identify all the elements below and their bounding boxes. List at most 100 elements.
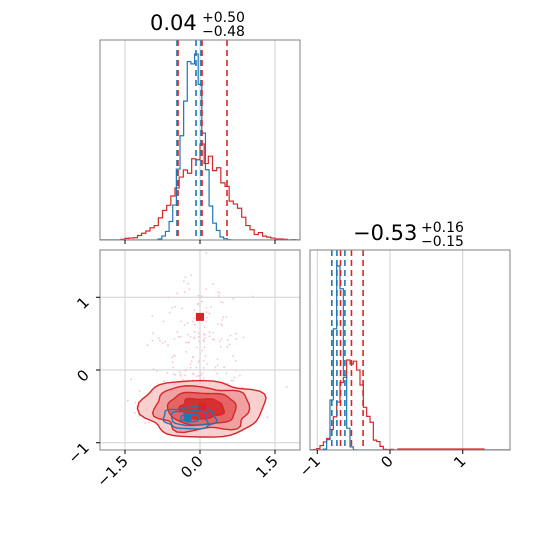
bl-scatter-point — [204, 336, 206, 339]
bl-scatter-point — [147, 421, 150, 424]
bl-scatter-point — [179, 335, 182, 338]
bl-scatter-point — [186, 322, 189, 325]
panel-br-ticks: −1 0 1 — [296, 450, 470, 480]
bl-scatter-point — [168, 311, 171, 314]
bl-scatter-point — [185, 368, 188, 371]
bl-scatter-point — [241, 386, 244, 389]
top-hist-series-b — [100, 53, 300, 240]
bl-scatter-point — [202, 340, 205, 343]
bl-xtick-label-0: −1.5 — [93, 452, 131, 490]
bl-scatter-point — [183, 291, 186, 293]
bl-scatter-point — [191, 372, 194, 375]
bl-scatter-point — [232, 297, 235, 300]
bl-scatter-point — [205, 252, 208, 254]
br-xtick-label-0: −1 — [296, 452, 324, 480]
bl-scatter-point — [188, 341, 191, 344]
bl-scatter-point — [226, 339, 229, 341]
bl-scatter-point — [134, 401, 137, 404]
bl-scatter-point — [189, 335, 192, 338]
bl-scatter-point — [197, 374, 200, 377]
bl-scatter-point — [193, 317, 196, 320]
bl-scatter-point — [202, 339, 205, 341]
bl-scatter-point — [221, 324, 224, 327]
bl-scatter-point — [151, 315, 154, 317]
panel-bl-markers — [183, 312, 207, 422]
bl-scatter-point — [162, 380, 165, 383]
bl-scatter-point — [205, 320, 208, 323]
bl-scatter-point — [203, 326, 206, 328]
bl-scatter-point — [212, 283, 215, 285]
bl-scatter-point — [208, 331, 211, 334]
bl-scatter-point — [230, 379, 233, 382]
bl-scatter-point — [171, 361, 174, 364]
bl-scatter-point — [187, 333, 190, 336]
panel-bottom-left-joint: −1.5 0.0 1.5 −1 0 1 — [64, 249, 301, 491]
bl-scatter-point — [134, 412, 137, 414]
bl-ytick-label-2: 1 — [73, 293, 92, 312]
bl-scatter-point — [183, 280, 185, 283]
bl-scatter-point — [185, 351, 188, 353]
bl-scatter-point — [221, 319, 224, 321]
bl-scatter-point — [285, 386, 288, 388]
bl-ytick-label-1: 0 — [73, 366, 92, 385]
bl-scatter-point — [186, 341, 189, 344]
bl-scatter-point — [167, 296, 170, 299]
bl-xtick-label-1: 0.0 — [177, 452, 207, 482]
bl-scatter-point — [184, 341, 187, 344]
bl-scatter-point — [184, 276, 187, 279]
bl-scatter-point — [216, 322, 219, 325]
bl-scatter-point — [251, 295, 254, 298]
bl-scatter-point — [196, 302, 199, 305]
bl-scatter-point — [197, 336, 200, 338]
bl-scatter-point — [225, 316, 228, 318]
bl-scatter-point — [205, 316, 208, 319]
bl-scatter-point — [179, 373, 182, 376]
bl-scatter-point — [226, 382, 229, 385]
bl-scatter-point — [218, 292, 221, 294]
bl-scatter-point — [183, 324, 186, 327]
bl-scatter-point — [138, 390, 141, 392]
bl-scatter-point — [199, 371, 202, 374]
bl-scatter-point — [172, 366, 175, 369]
bl-scatter-point — [176, 292, 179, 295]
bl-scatter-point — [266, 416, 269, 418]
bl-scatter-point — [232, 379, 235, 382]
bl-scatter-point — [205, 306, 208, 309]
bl-scatter-point — [223, 366, 225, 369]
bl-scatter-point — [172, 354, 175, 357]
bl-scatter-point — [222, 316, 225, 319]
bl-scatter-point — [218, 340, 221, 343]
bl-scatter-point — [210, 305, 213, 308]
bl-scatter-point — [190, 274, 193, 277]
panel-bottom-right-marginal: −1 0 1 −0.53 +0.16 −0.15 — [296, 220, 511, 480]
bl-scatter-point — [162, 320, 165, 323]
panel-top-quantile-lines — [176, 40, 228, 240]
panel-br-title-lower: −0.15 — [421, 234, 464, 250]
bl-scatter-point — [225, 372, 228, 375]
bl-scatter-point — [180, 307, 183, 310]
panel-top-marginal: 0.04 +0.50 −0.48 — [99, 10, 301, 244]
panel-br-grid — [316, 250, 464, 450]
br-xtick-label-1: 0 — [377, 452, 396, 471]
bl-scatter-point — [173, 337, 176, 340]
bl-scatter-point — [216, 364, 219, 367]
bl-scatter-point — [198, 340, 200, 343]
panel-top-title: 0.04 — [150, 11, 197, 35]
bl-scatter-point — [201, 349, 204, 352]
bl-scatter-point — [203, 333, 205, 335]
bl-scatter-point — [180, 320, 182, 323]
bl-scatter-point — [229, 334, 232, 337]
bl-scatter-point — [159, 339, 161, 342]
panel-top-title-lower: −0.48 — [202, 24, 245, 40]
bl-scatter-point — [130, 378, 132, 381]
bl-scatter-point — [200, 295, 203, 298]
bl-scatter-point — [201, 300, 203, 303]
bl-scatter-point — [202, 377, 205, 380]
bl-scatter-point — [216, 358, 219, 361]
bl-scatter-point — [126, 399, 129, 402]
panel-br-frame — [309, 249, 511, 451]
bl-scatter-point — [235, 338, 238, 340]
bl-scatter-point — [195, 346, 198, 349]
bl-scatter-point — [189, 366, 192, 369]
panel-top-title-upper: +0.50 — [202, 10, 245, 26]
